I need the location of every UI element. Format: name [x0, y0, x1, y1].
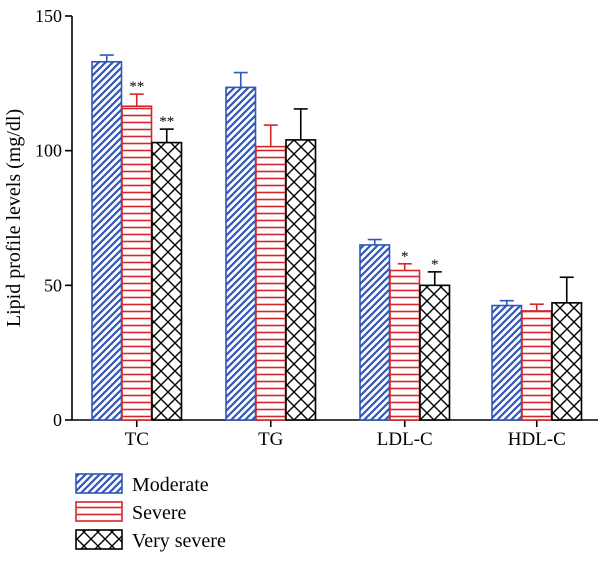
bar: [255, 145, 287, 421]
y-tick-label: 50: [44, 275, 62, 295]
legend-swatch: [75, 529, 123, 550]
bar: [551, 302, 583, 421]
bar: [285, 139, 317, 421]
bar: [359, 244, 391, 421]
bar: [419, 284, 451, 421]
y-tick-label: 150: [35, 6, 62, 26]
y-axis-title: Lipid profile levels (mg/dl): [3, 109, 25, 327]
significance-label: **: [159, 114, 174, 130]
significance-label: **: [129, 79, 144, 95]
significance-label: *: [431, 257, 439, 273]
x-category-label: TC: [125, 429, 149, 450]
legend-label: Severe: [132, 502, 187, 524]
y-tick-label: 100: [35, 141, 62, 161]
bar: [389, 269, 421, 421]
bar: [121, 105, 153, 421]
legend-swatch: [75, 473, 123, 494]
legend-label: Moderate: [132, 474, 209, 496]
x-category-label: LDL-C: [377, 429, 433, 450]
x-category-label: HDL-C: [508, 429, 566, 450]
bar: [521, 310, 553, 421]
bars: ******: [91, 54, 583, 421]
bar: [151, 141, 183, 421]
bar: [225, 86, 257, 421]
legend-swatch: [75, 501, 123, 522]
x-category-label: TG: [258, 429, 284, 450]
significance-label: *: [401, 249, 409, 265]
legend-label: Very severe: [132, 530, 226, 552]
y-tick-label: 0: [53, 410, 62, 430]
bar: [91, 60, 123, 421]
legend: Moderate Severe Very severe: [75, 473, 226, 552]
bar: [491, 304, 523, 421]
